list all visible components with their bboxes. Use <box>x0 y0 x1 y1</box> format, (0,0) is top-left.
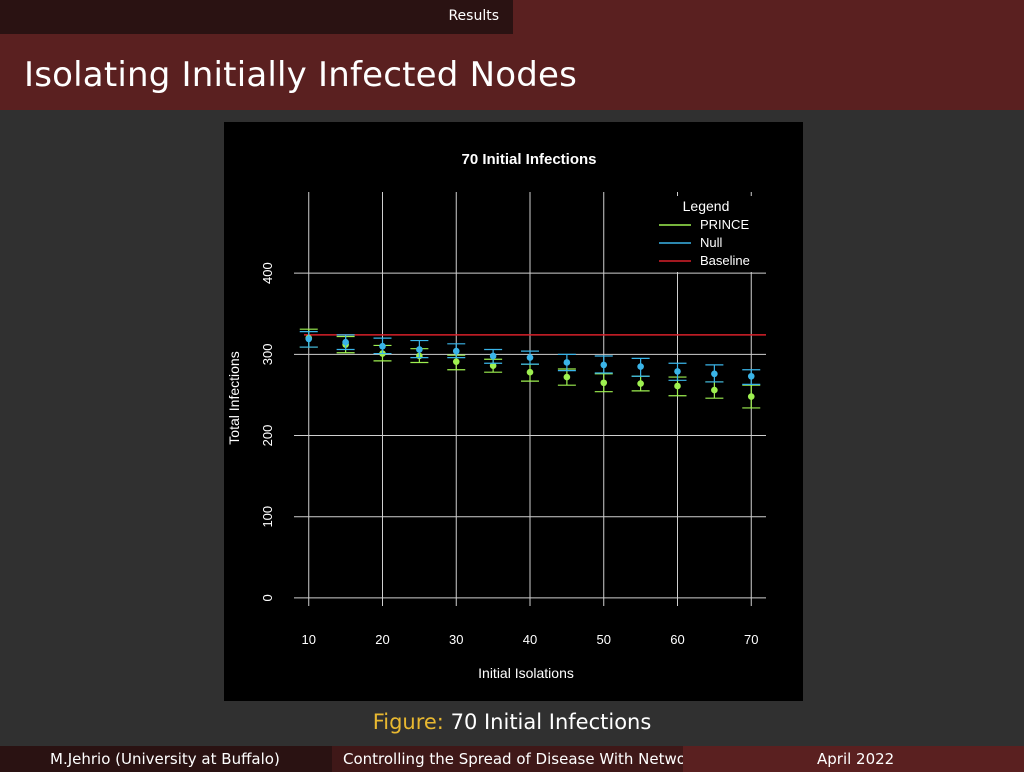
x-tick-label: 70 <box>744 632 758 647</box>
data-layer <box>299 328 766 409</box>
y-tick-label: 100 <box>260 506 275 528</box>
data-point <box>674 382 681 390</box>
figure-caption: Figure: 70 Initial Infections <box>0 710 1024 734</box>
y-tick-label: 200 <box>260 425 275 447</box>
data-point <box>342 338 349 346</box>
data-point <box>379 342 386 350</box>
legend-title: Legend <box>683 198 730 214</box>
footer-date-panel: April 2022 <box>683 746 1024 772</box>
caption-label: Figure: <box>372 710 444 734</box>
footer: M.Jehrio (University at Buffalo) Control… <box>0 746 1024 772</box>
data-point <box>637 363 644 370</box>
y-tick-label: 0 <box>260 594 275 601</box>
chart-container: Legend PRINCE Null Baseline 10 20 30 40 50 60 70… <box>224 122 803 701</box>
legend: Legend PRINCE Null Baseline <box>649 196 779 272</box>
data-point <box>526 368 534 376</box>
data-point <box>600 379 608 387</box>
data-point <box>747 372 755 380</box>
legend-background <box>649 196 779 272</box>
section-label[interactable]: Results <box>448 8 499 24</box>
data-point <box>305 335 313 343</box>
chart: Legend PRINCE Null Baseline 10 20 30 40 50 60 70… <box>226 151 779 681</box>
x-tick-label: 40 <box>523 632 537 647</box>
x-tick-label: 60 <box>670 632 684 647</box>
footer-talk-title: Controlling the Spread of Disease With N… <box>343 750 683 768</box>
data-point <box>747 393 755 400</box>
y-axis-label: Total Infections <box>226 351 242 444</box>
data-point <box>416 346 423 353</box>
footer-title-panel: Controlling the Spread of Disease With N… <box>332 746 683 772</box>
section-nav[interactable]: Results <box>0 0 513 34</box>
y-tick-label: 400 <box>260 262 275 284</box>
data-point <box>674 368 681 375</box>
legend-entry: Baseline <box>700 253 750 268</box>
x-tick-label: 10 <box>302 632 316 647</box>
top-bar-section <box>0 0 513 34</box>
data-point <box>489 352 497 360</box>
legend-entry: Null <box>700 235 723 250</box>
data-point <box>600 361 608 369</box>
data-point <box>637 380 644 387</box>
legend-entry: PRINCE <box>700 217 749 232</box>
chart-title: 70 Initial Infections <box>461 151 596 168</box>
data-point <box>452 347 460 355</box>
x-tick-label: 50 <box>597 632 611 647</box>
x-tick-label: 30 <box>449 632 463 647</box>
footer-date: April 2022 <box>817 750 895 768</box>
y-tick-label: 300 <box>260 344 275 366</box>
slide-title: Isolating Initially Infected Nodes <box>24 55 578 95</box>
data-point <box>563 373 571 381</box>
data-point <box>563 359 571 366</box>
footer-author-panel: M.Jehrio (University at Buffalo) <box>0 746 332 772</box>
data-point <box>489 362 497 370</box>
axis-layer: 10 20 30 40 50 60 70 0 100 200 300 400 <box>260 262 758 647</box>
x-tick-label: 20 <box>375 632 389 647</box>
data-point <box>452 358 460 365</box>
caption-text: 70 Initial Infections <box>450 710 652 734</box>
data-point <box>711 386 718 394</box>
footer-author: M.Jehrio (University at Buffalo) <box>50 750 280 768</box>
data-point <box>526 354 534 361</box>
title-bar: Isolating Initially Infected Nodes <box>0 34 1024 110</box>
data-point <box>711 370 718 378</box>
x-axis-label: Initial Isolations <box>478 665 574 681</box>
